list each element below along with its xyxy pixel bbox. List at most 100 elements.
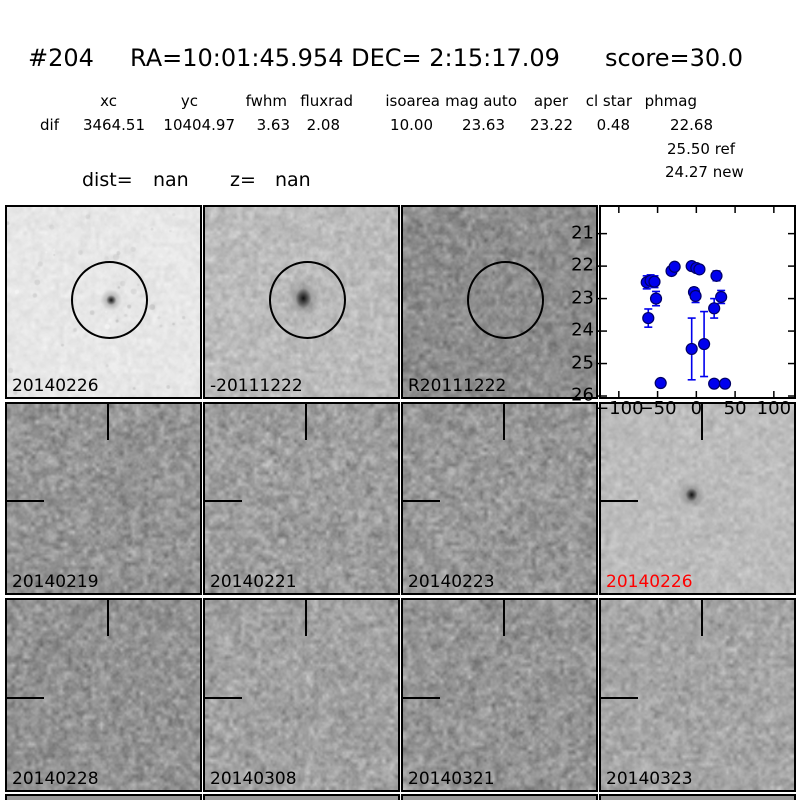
aperture-circle	[466, 261, 544, 340]
data-point	[648, 275, 661, 288]
col-header-phmag: phmag	[644, 92, 697, 110]
detection-stamp: 20140226	[599, 402, 796, 595]
z-value: nan	[275, 169, 311, 191]
crosshair-tick-vertical	[503, 404, 506, 440]
crosshair-tick-vertical	[107, 600, 110, 637]
data-point	[649, 292, 663, 305]
value-isoarea: 10.00	[390, 116, 433, 134]
value-clstar: 0.48	[596, 116, 630, 134]
stamp-canvas	[7, 404, 200, 593]
data-point	[668, 260, 681, 273]
aperture-circle	[70, 261, 148, 340]
col-header-fwhm: fwhm	[245, 92, 287, 110]
crosshair-tick-vertical	[503, 600, 506, 637]
x-tick-label: 50	[723, 398, 747, 419]
stamp-date-label: 20140323	[606, 769, 693, 790]
row-label-dif: dif	[40, 116, 59, 134]
data-point	[715, 290, 728, 304]
y-tick-label: 24	[571, 319, 594, 341]
crosshair-tick-horizontal	[205, 500, 242, 503]
dist-label: dist=	[82, 169, 133, 191]
candidate-score: score=30.0	[605, 44, 744, 72]
stamp-canvas	[7, 600, 200, 790]
value-aper: 23.22	[530, 116, 573, 134]
stamp-date-label: 20140308	[210, 769, 297, 790]
stamp-date-label: 20140228	[12, 769, 99, 790]
value-fwhm: 3.63	[256, 116, 290, 134]
crosshair-tick-horizontal	[403, 500, 440, 503]
value-magauto: 23.63	[462, 116, 505, 134]
x-tick-label: 100	[756, 398, 792, 419]
data-point	[693, 263, 706, 276]
x-tick-label: −100	[594, 398, 644, 419]
value-fluxrad: 2.08	[306, 116, 340, 134]
data-point	[654, 376, 667, 390]
col-header-isoarea: isoarea	[385, 92, 440, 110]
stamp-date-label: -20111222	[210, 376, 303, 397]
crosshair-tick-vertical	[305, 600, 308, 637]
col-header-clstar: cl star	[585, 92, 632, 110]
y-tick-label: 21	[571, 222, 594, 244]
crosshair-tick-vertical	[701, 600, 704, 637]
y-tick-label: 26	[571, 384, 594, 406]
crosshair-tick-horizontal	[601, 500, 638, 503]
followup-stamp: 20140221	[203, 402, 400, 595]
stamp-canvas	[601, 404, 794, 593]
crosshair-tick-horizontal	[7, 696, 44, 699]
stamp-date-label: 20140221	[210, 572, 297, 593]
crosshair-tick-horizontal	[7, 500, 44, 503]
col-header-xc: xc	[100, 92, 117, 110]
data-point	[689, 289, 702, 303]
stamp-date-label: 20140321	[408, 769, 495, 790]
data-point	[708, 377, 721, 390]
value-phmag-dif: 22.68	[670, 116, 713, 134]
stamp-r-ref-image: R20111222	[401, 205, 598, 399]
stamp-canvas	[403, 404, 596, 593]
y-tick-label: 23	[571, 287, 594, 309]
y-tick-label: 22	[571, 254, 594, 276]
value-phmag-ref: 25.50 ref	[667, 140, 736, 158]
stamp-date-label: 20140219	[12, 572, 99, 593]
z-label: z=	[230, 169, 256, 191]
data-point	[685, 342, 698, 356]
x-tick-label: 0	[690, 398, 703, 419]
col-header-yc: yc	[180, 92, 198, 110]
followup-stamp: 20140321	[401, 598, 598, 792]
clipped-stamp-strip	[5, 794, 202, 800]
data-point	[718, 377, 732, 390]
data-point	[708, 302, 721, 315]
lightcurve-svg	[596, 207, 794, 397]
stamp-canvas	[205, 404, 398, 593]
col-header-magauto: mag auto	[445, 92, 517, 110]
data-point	[642, 311, 655, 325]
crosshair-tick-horizontal	[601, 696, 638, 699]
stamp-canvas	[403, 600, 596, 790]
stamp-date-label: 20140223	[408, 572, 495, 593]
stamp-canvas	[601, 600, 794, 790]
crosshair-tick-vertical	[305, 404, 308, 440]
followup-stamp: 20140228	[5, 598, 202, 792]
stamp-date-label: 20140226	[12, 376, 99, 397]
stamp-canvas	[205, 600, 398, 790]
stamp-new-image: 20140226	[5, 205, 202, 399]
lightcurve-plot: −100 −50 0 50 100 21 22 23 24 25 26	[571, 205, 796, 418]
candidate-coords: RA=10:01:45.954 DEC= 2:15:17.09	[130, 44, 560, 72]
col-header-fluxrad: fluxrad	[300, 92, 353, 110]
clipped-stamp-strip	[599, 794, 796, 800]
followup-stamp: 20140223	[401, 402, 598, 595]
followup-stamp: 20140308	[203, 598, 400, 792]
stamp-ref-image: -20111222	[203, 205, 400, 399]
value-xc: 3464.51	[82, 116, 145, 134]
candidate-id: #204	[28, 44, 94, 72]
crosshair-tick-horizontal	[403, 696, 440, 699]
clipped-stamp-strip	[401, 794, 598, 800]
aperture-circle	[268, 261, 346, 340]
x-tick-label: −50	[638, 398, 677, 419]
stamp-date-label: R20111222	[408, 376, 507, 397]
followup-stamp: 20140323	[599, 598, 796, 792]
data-point	[710, 269, 723, 282]
crosshair-tick-horizontal	[205, 696, 242, 699]
y-tick-label: 25	[571, 352, 594, 374]
value-phmag-new: 24.27 new	[665, 163, 744, 181]
